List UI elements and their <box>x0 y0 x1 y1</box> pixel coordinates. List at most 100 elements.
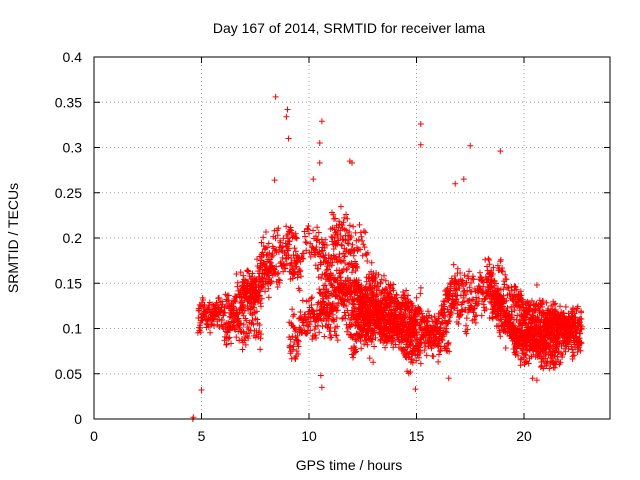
data-point <box>473 298 480 305</box>
data-point <box>316 159 323 166</box>
data-point <box>304 226 311 233</box>
data-point <box>348 321 355 328</box>
data-point <box>358 345 365 352</box>
data-point <box>498 299 505 306</box>
data-point <box>560 314 567 321</box>
data-point <box>377 291 384 298</box>
data-point <box>237 287 244 294</box>
data-point <box>382 286 389 293</box>
data-point <box>562 303 569 310</box>
data-point <box>497 256 504 263</box>
data-point <box>434 320 441 327</box>
data-point <box>487 273 494 280</box>
data-point <box>259 249 266 256</box>
data-point <box>542 355 549 362</box>
data-point <box>407 333 414 340</box>
data-point <box>280 268 287 275</box>
data-point <box>318 384 325 391</box>
data-point <box>355 316 362 323</box>
data-point <box>509 311 516 318</box>
data-point <box>276 277 283 284</box>
data-point <box>382 297 389 304</box>
data-point <box>230 303 237 310</box>
data-point <box>287 224 294 231</box>
data-point <box>569 346 576 353</box>
data-point <box>417 141 424 148</box>
data-point <box>578 308 585 315</box>
data-point <box>316 329 323 336</box>
y-axis-title: SRMTID / TECUs <box>5 183 21 293</box>
data-point <box>497 333 504 340</box>
data-point <box>246 299 253 306</box>
data-point <box>197 303 204 310</box>
data-point <box>349 334 356 341</box>
data-point <box>417 360 424 367</box>
data-point <box>340 314 347 321</box>
data-point <box>408 307 415 314</box>
data-point <box>324 288 331 295</box>
data-point <box>455 320 462 327</box>
data-point <box>218 322 225 329</box>
data-point <box>490 264 497 271</box>
data-point <box>468 297 475 304</box>
data-point <box>292 230 299 237</box>
data-point <box>418 310 425 317</box>
data-point <box>346 236 353 243</box>
data-point <box>377 279 384 286</box>
data-point <box>200 297 207 304</box>
data-point <box>294 252 301 259</box>
data-point <box>517 320 524 327</box>
data-point <box>233 334 240 341</box>
data-point <box>355 277 362 284</box>
data-point <box>317 299 324 306</box>
data-point <box>508 287 515 294</box>
data-point <box>347 250 354 257</box>
data-point <box>332 215 339 222</box>
data-point <box>310 176 317 183</box>
data-point <box>392 296 399 303</box>
data-point <box>297 267 304 274</box>
data-point <box>444 295 451 302</box>
data-point <box>372 334 379 341</box>
data-point <box>259 275 266 282</box>
data-point <box>456 285 463 292</box>
data-point <box>401 294 408 301</box>
data-point <box>528 297 535 304</box>
data-point <box>312 332 319 339</box>
data-point <box>533 377 540 384</box>
data-point <box>321 312 328 319</box>
data-point <box>409 359 416 366</box>
data-point <box>536 297 543 304</box>
data-point <box>338 242 345 249</box>
data-point <box>448 275 455 282</box>
data-point <box>207 321 214 328</box>
data-point <box>325 266 332 273</box>
data-point <box>305 222 312 229</box>
data-point <box>346 222 353 229</box>
data-point <box>483 306 490 313</box>
data-point <box>283 113 290 120</box>
data-point <box>325 315 332 322</box>
data-point <box>483 275 490 282</box>
data-point <box>261 261 268 268</box>
data-point <box>345 284 352 291</box>
data-point <box>282 249 289 256</box>
data-point <box>333 239 340 246</box>
data-point <box>550 327 557 334</box>
data-point <box>327 334 334 341</box>
data-point <box>429 338 436 345</box>
data-point <box>337 203 344 210</box>
data-point <box>271 177 278 184</box>
data-point <box>294 337 301 344</box>
data-point <box>557 303 564 310</box>
data-point <box>497 258 504 265</box>
data-point <box>282 265 289 272</box>
data-point <box>430 353 437 360</box>
data-point <box>472 313 479 320</box>
data-point <box>487 284 494 291</box>
data-point <box>411 318 418 325</box>
data-point <box>243 267 250 274</box>
data-point <box>453 302 460 309</box>
data-point <box>297 308 304 315</box>
